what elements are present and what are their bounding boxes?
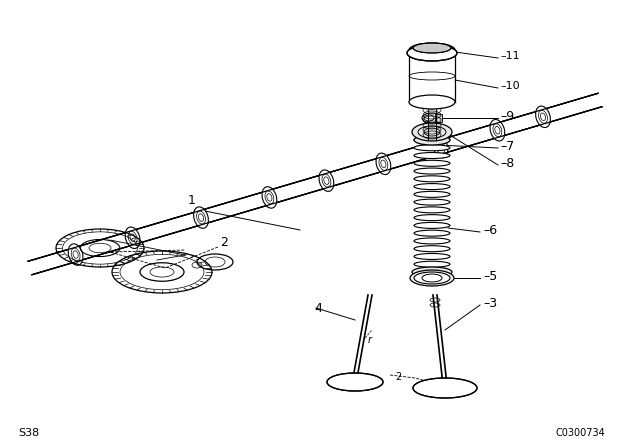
- Ellipse shape: [413, 378, 477, 398]
- Ellipse shape: [414, 184, 450, 190]
- Ellipse shape: [414, 176, 450, 182]
- Ellipse shape: [414, 254, 450, 259]
- Ellipse shape: [409, 95, 455, 109]
- Ellipse shape: [414, 137, 450, 143]
- Ellipse shape: [381, 160, 386, 168]
- Ellipse shape: [414, 246, 450, 252]
- Ellipse shape: [198, 214, 204, 221]
- Ellipse shape: [410, 270, 454, 286]
- Text: –9: –9: [500, 109, 514, 122]
- Text: –5: –5: [483, 270, 497, 283]
- Ellipse shape: [376, 153, 391, 175]
- Ellipse shape: [495, 126, 500, 134]
- Ellipse shape: [73, 251, 78, 258]
- Ellipse shape: [414, 261, 450, 267]
- Ellipse shape: [536, 106, 550, 128]
- Ellipse shape: [407, 45, 457, 61]
- Ellipse shape: [414, 160, 450, 166]
- Text: 1: 1: [188, 194, 196, 207]
- Ellipse shape: [68, 244, 83, 265]
- Ellipse shape: [414, 145, 450, 151]
- Text: C0300734: C0300734: [555, 428, 605, 438]
- Ellipse shape: [196, 211, 205, 224]
- Ellipse shape: [128, 231, 137, 244]
- Ellipse shape: [414, 238, 450, 244]
- Ellipse shape: [490, 120, 505, 141]
- Ellipse shape: [433, 136, 448, 158]
- Ellipse shape: [412, 123, 452, 141]
- Ellipse shape: [379, 157, 388, 170]
- Ellipse shape: [414, 230, 450, 236]
- Text: –6: –6: [483, 224, 497, 237]
- Ellipse shape: [493, 124, 502, 137]
- Ellipse shape: [414, 207, 450, 213]
- Ellipse shape: [194, 207, 209, 228]
- Text: 2: 2: [395, 372, 401, 382]
- Ellipse shape: [414, 152, 450, 159]
- Polygon shape: [28, 93, 602, 275]
- Ellipse shape: [130, 234, 135, 241]
- Text: –11: –11: [500, 51, 520, 61]
- Ellipse shape: [414, 222, 450, 228]
- Ellipse shape: [414, 191, 450, 198]
- Text: –7: –7: [500, 139, 515, 152]
- Ellipse shape: [414, 135, 450, 145]
- Ellipse shape: [409, 43, 455, 57]
- Ellipse shape: [267, 194, 272, 201]
- Ellipse shape: [540, 113, 545, 121]
- Ellipse shape: [71, 248, 80, 261]
- Ellipse shape: [412, 267, 452, 277]
- Ellipse shape: [414, 199, 450, 205]
- Ellipse shape: [262, 187, 276, 208]
- Ellipse shape: [438, 143, 443, 151]
- Ellipse shape: [422, 274, 442, 282]
- Text: –8: –8: [500, 156, 515, 169]
- Text: 4: 4: [314, 302, 322, 314]
- Ellipse shape: [414, 215, 450, 221]
- Ellipse shape: [327, 373, 383, 391]
- Text: r: r: [368, 335, 372, 345]
- Text: 2: 2: [220, 236, 228, 249]
- Bar: [435, 114, 442, 122]
- Text: S38: S38: [18, 428, 39, 438]
- Ellipse shape: [319, 170, 334, 191]
- Ellipse shape: [324, 177, 329, 185]
- Ellipse shape: [125, 227, 140, 249]
- Ellipse shape: [414, 168, 450, 174]
- Ellipse shape: [413, 43, 451, 53]
- Ellipse shape: [265, 191, 274, 204]
- Ellipse shape: [436, 141, 445, 154]
- Ellipse shape: [539, 110, 547, 123]
- Text: –3: –3: [483, 297, 497, 310]
- Text: –10: –10: [500, 81, 520, 91]
- Ellipse shape: [322, 174, 331, 187]
- Ellipse shape: [414, 272, 450, 284]
